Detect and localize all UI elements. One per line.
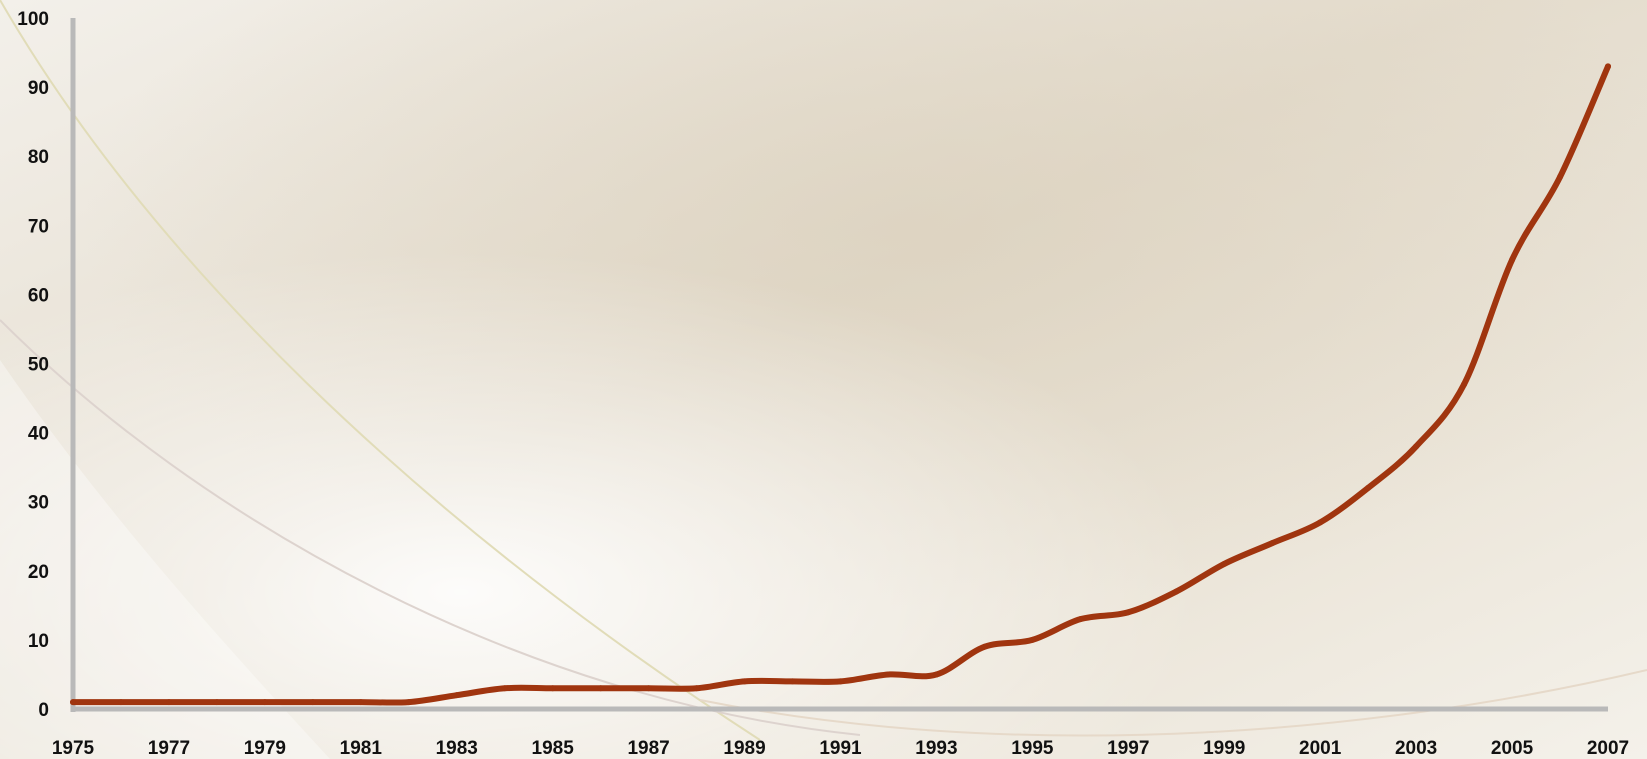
data-point <box>1317 519 1324 526</box>
data-point <box>261 699 268 706</box>
data-point <box>693 685 700 692</box>
x-tick-label: 1995 <box>1011 738 1054 759</box>
data-point <box>309 699 316 706</box>
data-point <box>597 685 604 692</box>
x-tick-label: 1975 <box>52 738 95 759</box>
data-point <box>453 692 460 699</box>
data-point <box>1029 636 1036 643</box>
data-point <box>1173 588 1180 595</box>
y-tick-label: 10 <box>28 631 49 652</box>
x-tick-label: 1977 <box>148 738 190 759</box>
data-point <box>405 699 412 706</box>
data-point <box>117 699 124 706</box>
x-tick-label: 1987 <box>627 738 669 759</box>
y-tick-label: 0 <box>38 700 49 721</box>
data-point <box>837 678 844 685</box>
data-point <box>789 678 796 685</box>
data-point <box>933 671 940 678</box>
x-tick-label: 2005 <box>1491 738 1534 759</box>
y-axis-ticks: 0 10 20 30 40 50 60 70 80 90 100 <box>17 9 49 721</box>
data-point <box>1077 616 1084 623</box>
data-point <box>1605 63 1611 70</box>
data-point <box>1557 173 1564 180</box>
x-tick-label: 2001 <box>1299 738 1342 759</box>
x-tick-label: 1979 <box>244 738 286 759</box>
data-point <box>1509 256 1516 263</box>
series-line <box>70 63 1611 706</box>
x-tick-label: 1983 <box>436 738 478 759</box>
data-point <box>1221 560 1228 567</box>
x-tick-label: 1991 <box>819 738 862 759</box>
y-tick-label: 20 <box>28 562 49 583</box>
data-point <box>1125 609 1132 616</box>
x-tick-label: 2003 <box>1395 738 1437 759</box>
plot-area <box>70 63 1611 706</box>
x-axis-ticks: 1975 1977 1979 1981 1983 1985 1987 1989 1991 1993… <box>52 738 1629 759</box>
data-point <box>70 699 76 706</box>
data-point <box>1269 540 1276 547</box>
data-point <box>1365 484 1372 491</box>
data-point <box>1413 443 1420 450</box>
data-point <box>357 699 364 706</box>
x-tick-label: 2007 <box>1587 738 1629 759</box>
x-tick-label: 1993 <box>915 738 957 759</box>
chart-axes <box>70 18 1608 712</box>
data-point <box>501 685 508 692</box>
data-point <box>645 685 652 692</box>
y-tick-label: 40 <box>28 424 49 445</box>
data-point <box>741 678 748 685</box>
data-point <box>165 699 172 706</box>
x-tick-label: 1985 <box>532 738 575 759</box>
y-tick-label: 90 <box>28 78 49 99</box>
y-tick-label: 100 <box>17 9 49 30</box>
y-tick-label: 60 <box>28 285 49 306</box>
x-tick-label: 1999 <box>1203 738 1245 759</box>
x-tick-label: 1981 <box>340 738 383 759</box>
y-tick-label: 70 <box>28 216 49 237</box>
data-point <box>1461 381 1468 388</box>
data-point <box>885 671 892 678</box>
y-tick-label: 30 <box>28 493 49 514</box>
y-tick-label: 50 <box>28 355 49 376</box>
x-tick-label: 1997 <box>1107 738 1149 759</box>
data-point <box>981 643 988 650</box>
y-tick-label: 80 <box>28 147 49 168</box>
x-tick-label: 1989 <box>723 738 765 759</box>
data-point <box>213 699 220 706</box>
data-point <box>549 685 556 692</box>
